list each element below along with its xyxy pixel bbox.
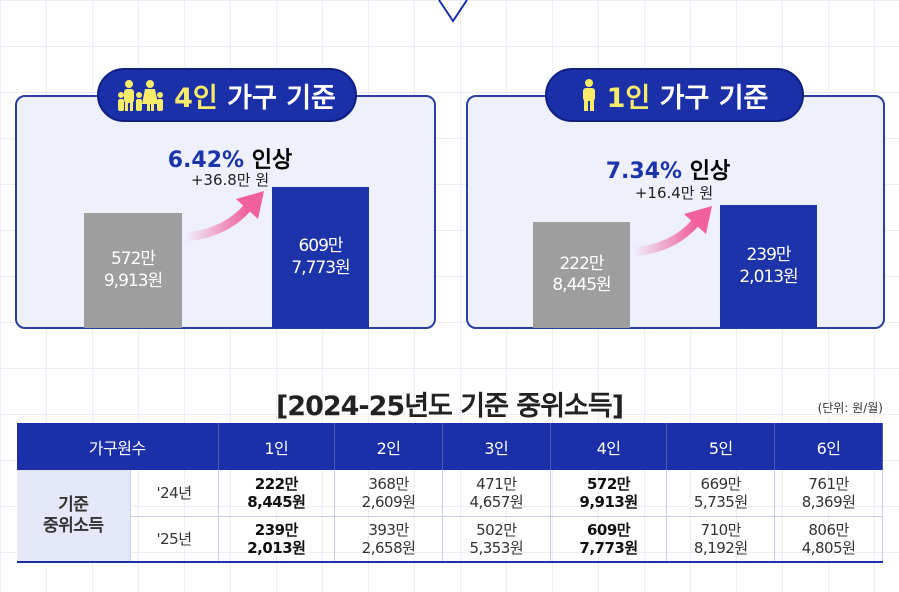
increase-percent: 7.34% 인상: [558, 153, 778, 185]
cell-line: 239만: [254, 520, 299, 539]
cell-line: 471만: [476, 474, 517, 493]
column-header: 1인: [218, 423, 336, 470]
income-cell: 502만 5,353원: [442, 516, 551, 563]
bar-label: 572만: [110, 249, 156, 270]
person-icon: [582, 79, 595, 111]
income-cell: 393만 2,658원: [334, 516, 443, 563]
cell-line: 806만: [808, 520, 849, 539]
cell-line: 502만: [476, 520, 517, 539]
cell-line: 368만: [368, 474, 409, 493]
bar-label: 8,445원: [552, 275, 611, 295]
four-person-badge: 4인 가구 기준: [97, 68, 357, 122]
cell-line: 8,369원: [801, 492, 856, 511]
cell-line: 9,913원: [579, 492, 638, 511]
cell-line: 572만: [586, 474, 631, 493]
column-header: 4인: [550, 423, 668, 470]
cell-line: 2,013원: [247, 538, 306, 557]
percent-value: 6.42%: [167, 148, 245, 173]
income-cell: 609만 7,773원: [550, 516, 668, 563]
cell-line: 609만: [586, 520, 631, 539]
percent-value: 7.34%: [605, 159, 683, 184]
cell-line: 669만: [700, 474, 742, 493]
cell-line: 761만: [808, 474, 849, 493]
column-header: 5인: [666, 423, 776, 470]
income-cell: 710만 8,192원: [666, 516, 776, 563]
down-triangle-icon: [438, 0, 468, 23]
badge-household-size: 1인: [606, 82, 651, 114]
increase-label: 인상: [689, 159, 731, 184]
bar-label: 239만: [746, 245, 791, 266]
cell-line: 222만: [254, 474, 299, 493]
bar-2025: 239만 2,013원: [720, 205, 817, 328]
row-label: 기준 중위소득: [17, 470, 131, 563]
table-title: [2024-25년도 기준 중위소득]: [275, 391, 624, 422]
increase-arrow-icon: [634, 206, 712, 257]
median-income-table: 가구원수 1인 2인 3인 4인 5인 6인 기준 중위소득 '24년 222만 8,445원 36…: [17, 423, 883, 563]
bar-label: 222만: [559, 253, 604, 274]
column-header: 3인: [442, 423, 551, 470]
cell-line: 8,445원: [247, 492, 306, 511]
column-header: 2인: [334, 423, 443, 470]
cell-line: 2,658원: [361, 538, 416, 557]
cell-line: 393만: [368, 520, 409, 539]
bar-label: 7,773원: [291, 257, 350, 278]
bar-label: 2,013원: [739, 266, 798, 287]
table-row: 기준 중위소득 '24년 222만 8,445원 368만 2,609원 471만 4,657…: [17, 470, 883, 563]
bar-label: 9,913원: [103, 270, 163, 291]
income-cell: 368만 2,609원: [334, 470, 443, 517]
income-cell: 239만 2,013원: [218, 516, 336, 563]
badge-label: 가구 기준: [659, 82, 769, 114]
income-cell: 806만 4,805원: [774, 516, 883, 563]
income-cell: 471만 4,657원: [442, 470, 551, 517]
increase-arrow-icon: [186, 191, 264, 242]
increase-percent: 6.42% 인상: [120, 142, 340, 174]
income-cell: 572만 9,913원: [550, 470, 668, 517]
cell-line: 8,192원: [693, 538, 748, 557]
income-cell: 761만 8,369원: [774, 470, 883, 517]
column-header: 가구원수: [17, 423, 219, 470]
cell-line: 4,805원: [801, 538, 856, 557]
year-cell: '25년: [130, 516, 219, 563]
badge-label: 가구 기준: [227, 82, 336, 114]
table-row: '25년 239만 2,013원 393만 2,658원 502만 5,353원 609만 7,…: [17, 516, 883, 563]
family-icon: [118, 80, 164, 111]
year-cell: '24년: [130, 470, 219, 517]
income-cell: 669만 5,735원: [666, 470, 776, 517]
bar-label: 609만: [298, 236, 343, 257]
increase-label: 인상: [251, 148, 293, 173]
cell-line: 2,609원: [361, 492, 416, 511]
bar-2024: 572만 9,913원: [84, 213, 182, 328]
increase-amount: +36.8만 원: [190, 171, 270, 189]
badge-household-size: 4인: [174, 82, 218, 114]
cell-line: 7,773원: [579, 538, 638, 557]
bar-2024: 222만 8,445원: [533, 222, 630, 328]
cell-line: 710만: [700, 520, 742, 539]
unit-note: (단위: 원/월): [817, 401, 883, 415]
cell-line: 5,735원: [693, 492, 748, 511]
bar-2025: 609만 7,773원: [272, 187, 369, 328]
column-header: 6인: [774, 423, 883, 470]
cell-line: 4,657원: [469, 492, 524, 511]
cell-line: 5,353원: [469, 538, 524, 557]
income-cell: 222만 8,445원: [218, 470, 336, 517]
one-person-badge: 1인 가구 기준: [545, 68, 804, 122]
increase-amount: +16.4만 원: [634, 184, 714, 202]
